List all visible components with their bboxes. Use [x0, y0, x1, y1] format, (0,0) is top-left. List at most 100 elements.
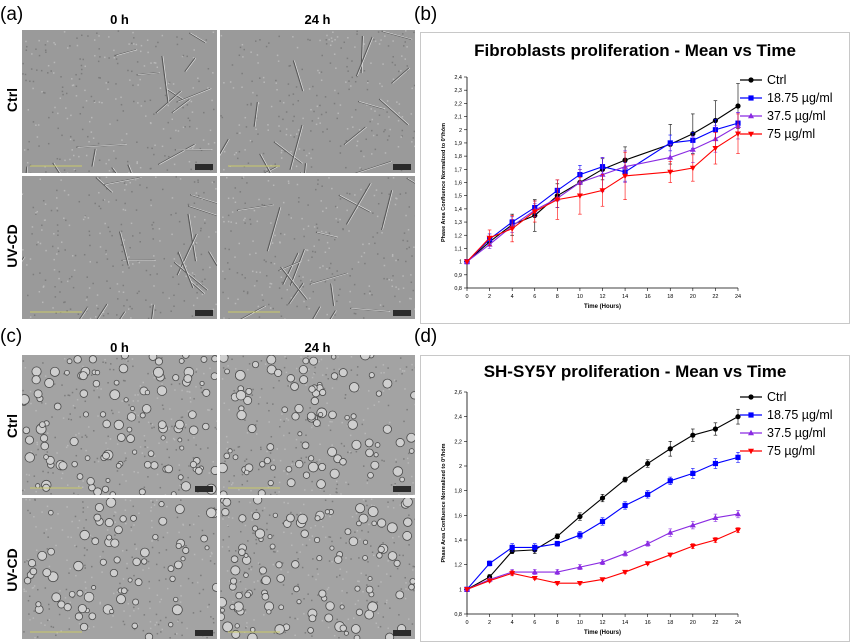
y-tick-label: 1,7: [454, 167, 462, 173]
legend-swatch: [740, 412, 762, 418]
data-point: [644, 540, 651, 546]
y-tick-label: 2,4: [454, 75, 462, 81]
legend-marker: [748, 448, 754, 455]
legend-marker: [748, 429, 754, 436]
data-point: [667, 478, 673, 484]
data-point: [531, 576, 538, 582]
x-tick-label: 22: [712, 294, 718, 300]
time-label-0h-c: 0 h: [110, 340, 129, 355]
x-tick-label: 24: [735, 294, 741, 300]
data-point: [576, 193, 583, 199]
x-tick-label: 12: [599, 620, 605, 626]
data-point: [464, 587, 470, 593]
data-point: [599, 171, 606, 177]
y-tick-label: 1,6: [454, 513, 462, 519]
x-tick-label: 14: [622, 294, 628, 300]
data-point: [644, 561, 651, 567]
legend-item: 18.75 µg/ml: [739, 406, 833, 424]
data-point: [486, 235, 493, 242]
data-point: [690, 470, 696, 476]
data-point: [712, 514, 719, 520]
x-tick-label: 20: [690, 620, 696, 626]
x-tick-label: 6: [533, 620, 536, 626]
data-point: [599, 188, 606, 194]
data-point: [735, 131, 741, 137]
y-tick-label: 1,3: [454, 220, 462, 226]
legend-swatch: [740, 95, 762, 101]
panel-letter-d: (d): [414, 326, 438, 347]
legend-item: Ctrl: [739, 388, 833, 406]
data-point: [554, 533, 560, 539]
legend-swatch: [740, 429, 762, 436]
y-tick-label: 1,4: [454, 207, 462, 213]
legend-swatch: [740, 394, 762, 400]
x-tick-label: 24: [735, 620, 741, 626]
legend-item: 75 µg/ml: [739, 442, 833, 460]
x-tick-label: 16: [645, 294, 651, 300]
micrograph-a-uvcd-0h: [22, 176, 217, 319]
legend-swatch: [740, 112, 762, 119]
data-point: [689, 522, 696, 528]
legend-item: Ctrl: [739, 71, 833, 89]
x-tick-label: 10: [577, 620, 583, 626]
chart-b-plot: 0,8 0,9 1 1,1 1,2 1,3 1,4 1,5 1,6 1,7 1,8 1,9 2 2,1 2,…: [441, 75, 741, 310]
chart-b-frame: Fibroblasts proliferation - Mean vs Time…: [420, 32, 850, 324]
micrograph-c-uvcd-0h: [22, 498, 217, 639]
y-tick-label: 1: [459, 587, 462, 593]
series-line: [466, 122, 739, 263]
legend-label: 18.75 µg/ml: [767, 408, 833, 422]
data-point: [667, 446, 673, 452]
legend-marker: [748, 112, 754, 119]
series-3: [464, 527, 741, 593]
x-axis-label: Time (Hours): [584, 630, 621, 636]
time-label-24h-c: 24 h: [304, 340, 331, 355]
chart-d-plot: 0,811,21,41,61,822,22,42,60 2 4 6 8 10 12 14 16 1…: [441, 390, 741, 636]
data-point: [735, 414, 741, 420]
data-point: [599, 518, 606, 525]
y-tick-label: 0,8: [454, 612, 462, 618]
y-tick-label: 2,2: [454, 439, 462, 445]
series-line: [466, 133, 739, 263]
y-tick-label: 2,3: [454, 88, 462, 94]
data-point: [645, 460, 651, 467]
data-point: [712, 426, 719, 432]
data-point: [622, 569, 629, 576]
y-tick-label: 1,8: [454, 489, 462, 495]
data-point: [690, 432, 696, 438]
micrograph-a-uvcd-24h: [220, 176, 415, 319]
data-point: [712, 460, 719, 467]
series-1: [464, 452, 741, 592]
data-point: [576, 580, 583, 587]
chart-d-frame: SH-SY5Y proliferation - Mean vs Time 0,8…: [420, 355, 850, 642]
y-tick-label: 2: [459, 464, 462, 470]
legend-swatch: [740, 448, 762, 455]
data-point: [599, 495, 606, 501]
y-tick-label: 1: [459, 260, 462, 266]
legend-label: 18.75 µg/ml: [767, 91, 833, 105]
data-point: [622, 476, 628, 483]
y-tick-label: 1,4: [454, 538, 462, 544]
legend-marker: [748, 95, 754, 101]
data-point: [509, 544, 515, 550]
legend-marker: [748, 131, 754, 138]
x-tick-label: 20: [690, 294, 696, 300]
data-point: [667, 154, 674, 160]
data-point: [464, 259, 470, 265]
data-point: [689, 146, 696, 152]
data-point: [599, 559, 606, 565]
legend-swatch: [740, 77, 762, 83]
y-tick-label: 1,2: [454, 233, 462, 239]
y-tick-label: 1,1: [454, 246, 462, 252]
micrograph-a-ctrl-0h: [22, 30, 217, 173]
data-point: [667, 140, 673, 146]
time-label-0h-a: 0 h: [110, 12, 129, 27]
x-axis-label: Time (Hours): [584, 304, 621, 310]
legend-item: 75 µg/ml: [739, 125, 833, 143]
legend-marker: [748, 394, 754, 400]
x-tick-label: 8: [556, 294, 559, 300]
y-tick-label: 1,5: [454, 194, 462, 200]
data-point: [554, 568, 561, 575]
x-tick-label: 22: [712, 620, 718, 626]
legend-label: 37.5 µg/ml: [767, 426, 826, 440]
y-tick-label: 0,9: [454, 273, 462, 279]
